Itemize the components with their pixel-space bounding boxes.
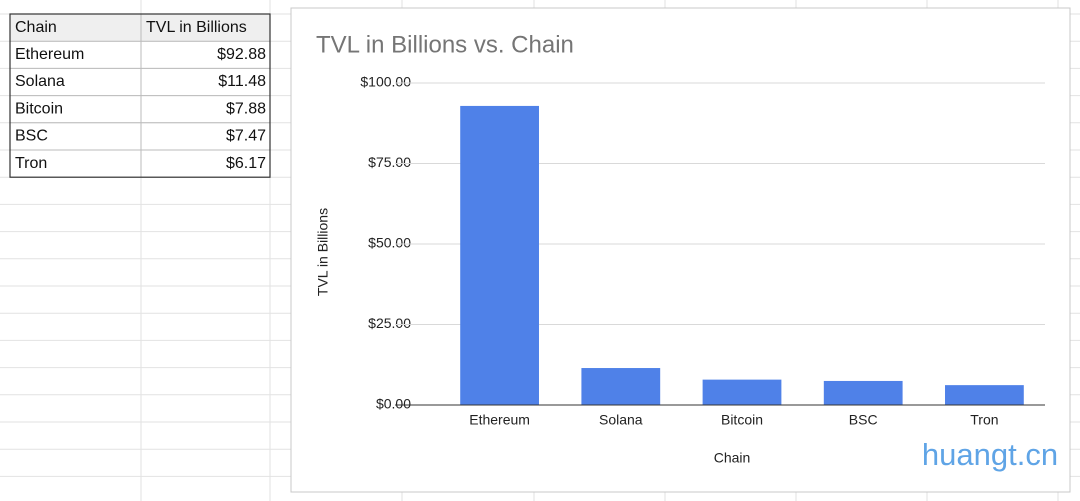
data-table: Chain TVL in Billions Ethereum $92.88 Solana… [9,13,271,178]
cell-text: BSC [15,128,48,145]
header-cell: Chain [15,19,57,36]
x-tick-label: Ethereum [469,412,530,428]
plot-area: $0.00 $25.00 $50.00 $75.00 $100.00 Ethereum So… [360,74,1045,428]
y-tick-label: $75.00 [368,154,411,170]
chart-frame[interactable] [290,7,1071,493]
bar [460,105,539,406]
cell-text: $7.47 [226,128,266,145]
watermark: huangt.cn [922,437,1058,472]
header-cell: TVL in Billions [146,19,247,36]
x-tick-label: Tron [970,412,998,428]
y-tick-label: $50.00 [368,235,411,251]
x-tick-label: Solana [599,412,643,428]
header-row-bg [10,14,270,42]
cell-text: Tron [15,155,47,172]
cell-text: Solana [15,73,65,90]
chart-title: TVL in Billions vs. Chain [316,31,574,58]
x-tick-label: BSC [849,412,878,428]
cell-text: $11.48 [218,73,266,90]
y-axis-label: TVL in Billions [315,208,331,296]
cell-text: Ethereum [15,46,84,63]
y-tick-label: $25.00 [368,315,411,331]
y-tick-label: $0.00 [376,396,411,412]
x-axis-label: Chain [714,450,751,466]
bar [823,380,903,405]
bar [945,385,1024,405]
bar [702,379,782,405]
y-tick-label: $100.00 [360,74,411,90]
x-tick-label: Bitcoin [721,412,763,428]
cell-text: Bitcoin [15,100,63,117]
cell-text: $92.88 [217,46,266,63]
bar [581,368,661,405]
table-border [9,13,271,178]
cell-text: $7.88 [226,100,266,117]
cell-text: $6.17 [226,155,266,172]
